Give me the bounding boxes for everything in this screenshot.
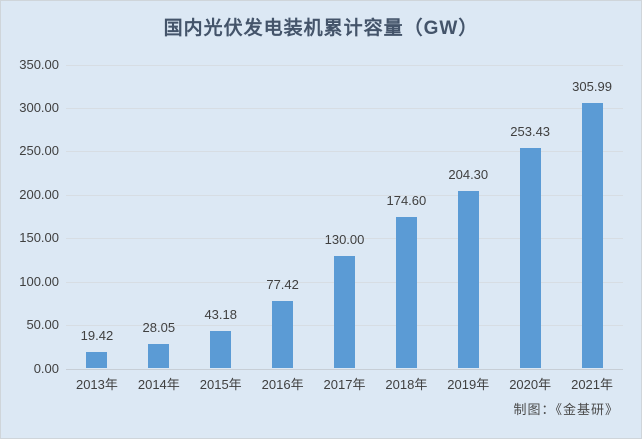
x-axis-tick-label: 2014年: [137, 376, 180, 392]
y-axis-tick-label: 50.00: [26, 317, 59, 333]
x-axis-tick-label: 2013年: [75, 376, 118, 392]
x-axis-tick-label: 2017年: [323, 376, 366, 392]
bar-2019年: [457, 191, 479, 369]
bar-value-label: 19.42: [80, 327, 114, 343]
bar-value-label: 174.60: [386, 192, 427, 208]
x-axis-tick-label: 2020年: [509, 376, 552, 392]
bar-2016年: [272, 301, 294, 369]
bar-value-label: 43.18: [204, 306, 237, 322]
y-axis-tick-label: 0.00: [33, 360, 59, 376]
y-axis-tick-label: 300.00: [19, 99, 59, 115]
chart-title: 国内光伏发电装机累计容量（GW）: [163, 18, 479, 39]
x-axis-tick-label: 2019年: [447, 376, 490, 392]
x-axis-line: [66, 368, 623, 370]
gridline: [66, 238, 623, 240]
bar-2017年: [334, 255, 355, 369]
bar-value-label: 305.99: [572, 78, 612, 94]
bar-2018年: [395, 216, 417, 369]
x-axis-tick-label: 2015年: [199, 376, 242, 392]
bar-2015年: [210, 330, 232, 369]
attribution-credit: 制图：《金基研》: [513, 402, 619, 417]
bar-value-label: 28.05: [142, 320, 176, 336]
gridline: [66, 194, 623, 196]
bar-value-label: 204.30: [448, 167, 489, 183]
bar-2021年: [581, 102, 603, 369]
gridline: [66, 151, 623, 153]
y-axis-tick-label: 200.00: [19, 186, 59, 202]
bar-2014年: [148, 344, 170, 369]
y-axis-tick-label: 100.00: [19, 273, 59, 289]
gridline: [66, 107, 623, 109]
x-axis-tick-label: 2021年: [571, 376, 614, 392]
x-axis-tick-label: 2016年: [261, 376, 304, 392]
x-axis-tick-label: 2018年: [385, 376, 428, 392]
y-axis-tick-label: 350.00: [19, 56, 59, 72]
gridline: [66, 64, 623, 66]
bar-2020年: [519, 148, 541, 369]
y-axis-tick-label: 250.00: [19, 143, 59, 159]
bar-2013年: [86, 351, 108, 369]
bar-value-label: 253.43: [510, 124, 551, 140]
bar-value-label: 77.42: [266, 277, 299, 293]
bar-value-label: 130.00: [324, 231, 365, 247]
y-axis-tick-label: 150.00: [19, 230, 59, 246]
